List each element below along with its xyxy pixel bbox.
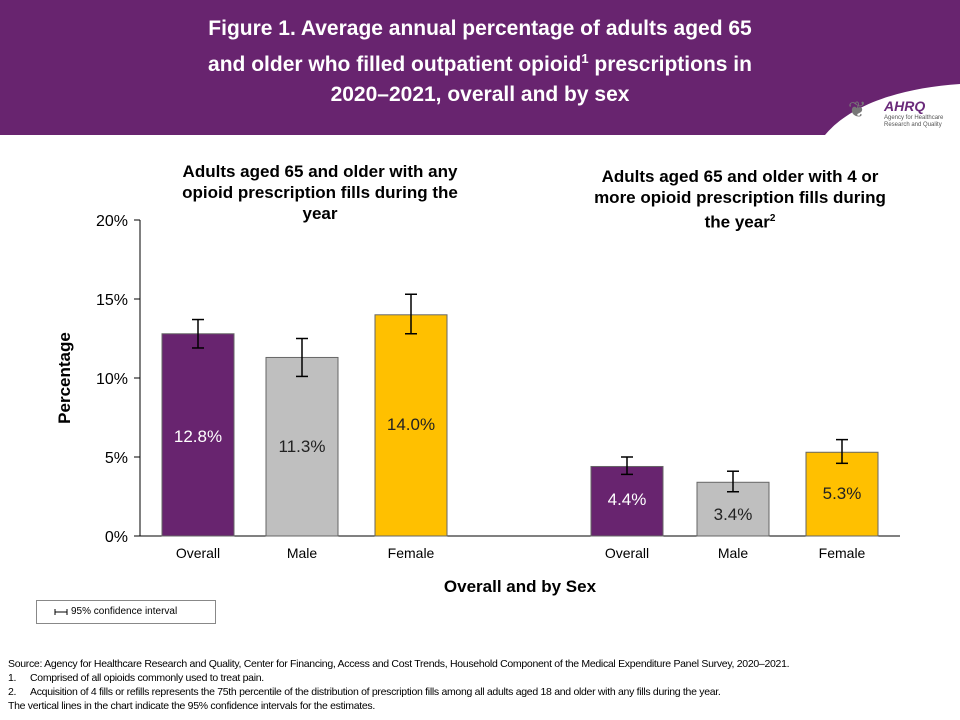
hhs-eagle-icon: ❦ xyxy=(848,97,867,122)
ahrq-logo: ❦ AHRQ Agency for Healthcare Research an… xyxy=(842,95,954,135)
y-tick-label: 10% xyxy=(96,371,128,388)
y-tick-label: 15% xyxy=(96,292,128,309)
bar-female xyxy=(374,314,448,537)
panel-1-title-line: year xyxy=(302,204,338,223)
title-line-3: 2020–2021, overall and by sex xyxy=(330,83,630,106)
x-tick-label: Overall xyxy=(176,545,220,561)
y-axis-title: Percentage xyxy=(55,332,74,424)
bar-value-label: 3.4% xyxy=(714,505,753,524)
bar-value-label: 5.3% xyxy=(823,484,862,503)
panel-2-title-line: Adults aged 65 and older with 4 or xyxy=(601,167,879,186)
title-line-2: and older who filled outpatient opioid xyxy=(208,53,582,76)
title-footnote-ref: 1 xyxy=(581,51,589,66)
bar-overall xyxy=(590,465,664,537)
bar-female xyxy=(805,451,879,537)
x-axis-title: Overall and by Sex xyxy=(444,577,597,596)
figure-title: Figure 1. Average annual percentage of a… xyxy=(100,14,860,110)
bar-male xyxy=(265,356,339,537)
panel-2-title: Adults aged 65 and older with 4 or more … xyxy=(570,166,910,233)
panel-2-title-line: more opioid prescription fills during xyxy=(594,188,886,207)
footnote-text: Comprised of all opioids commonly used t… xyxy=(30,672,264,684)
panel-1-title: Adults aged 65 and older with any opioid… xyxy=(150,161,490,224)
legend-label: 95% confidence interval xyxy=(71,606,178,617)
legend: 95% confidence interval xyxy=(36,600,216,624)
y-tick-label: 0% xyxy=(105,529,128,546)
ahrq-logo-subtitle: Agency for Healthcare Research and Quali… xyxy=(884,115,944,128)
x-tick-label: Overall xyxy=(605,545,649,561)
bar-value-label: 11.3% xyxy=(279,437,326,456)
title-line-1: Figure 1. Average annual percentage of a… xyxy=(208,17,752,40)
y-tick-label: 20% xyxy=(96,213,128,230)
error-bar-legend-icon xyxy=(54,609,68,615)
panel-2-title-line: the year xyxy=(704,212,770,232)
source-note: Source: Agency for Healthcare Research a… xyxy=(8,658,790,670)
title-line-2-end: prescriptions in xyxy=(588,53,752,76)
footnote-text: Acquisition of 4 fills or refills repres… xyxy=(30,686,721,698)
header-banner xyxy=(0,0,960,135)
bar-male xyxy=(696,481,770,537)
y-tick-label: 5% xyxy=(105,450,128,467)
x-tick-label: Female xyxy=(819,545,866,561)
bar-value-label: 12.8% xyxy=(174,427,222,446)
panel-2-footnote-ref: 2 xyxy=(769,213,776,224)
panel-1-title-line: Adults aged 65 and older with any xyxy=(182,162,458,181)
x-tick-label: Female xyxy=(388,545,435,561)
x-tick-label: Male xyxy=(718,545,749,561)
footnotes: Source: Agency for Healthcare Research a… xyxy=(8,657,790,713)
ci-note: The vertical lines in the chart indicate… xyxy=(8,700,375,712)
footnote-number: 1. xyxy=(8,672,17,684)
x-tick-label: Male xyxy=(287,545,318,561)
bar-overall xyxy=(161,333,235,537)
bar-value-label: 14.0% xyxy=(387,415,435,434)
bar-value-label: 4.4% xyxy=(608,490,647,509)
panel-1-title-line: opioid prescription fills during the xyxy=(182,183,458,202)
footnote-number: 2. xyxy=(8,686,17,698)
ahrq-logo-text: AHRQ xyxy=(884,98,926,114)
